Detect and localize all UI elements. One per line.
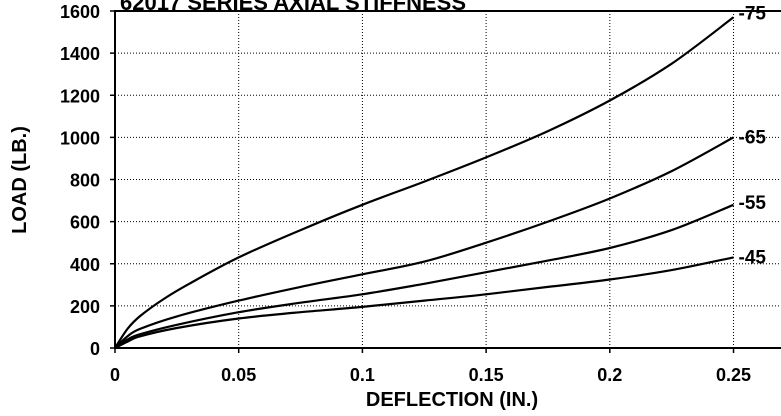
series-labels: -75 -65 -55 -45 bbox=[739, 3, 767, 268]
y-axis-title: LOAD (LB.) bbox=[9, 126, 31, 234]
x-tick-label: 0.15 bbox=[469, 365, 504, 385]
x-tick-label: 0.2 bbox=[597, 365, 622, 385]
y-tick-label: 1400 bbox=[60, 44, 100, 64]
y-axis: 0 200 400 600 800 1000 1200 1400 1600 bbox=[60, 2, 115, 359]
series-line bbox=[114, 203, 734, 349]
series-line bbox=[114, 16, 735, 349]
y-tick-label: 0 bbox=[90, 339, 100, 359]
series-label: -45 bbox=[739, 247, 767, 268]
y-tick-label: 1200 bbox=[60, 86, 100, 106]
x-axis-title: DEFLECTION (IN.) bbox=[366, 389, 538, 411]
series-label: -75 bbox=[739, 3, 767, 24]
x-axis: 0 0.05 0.1 0.15 0.2 0.25 bbox=[110, 348, 751, 385]
y-tick-label: 800 bbox=[70, 171, 100, 191]
y-tick-label: 1600 bbox=[60, 2, 100, 22]
y-tick-label: 400 bbox=[70, 255, 100, 275]
series-line bbox=[114, 136, 735, 349]
y-tick-label: 600 bbox=[70, 213, 100, 233]
series-layer bbox=[114, 16, 735, 349]
chart-title: 62017 SERIES AXIAL STIFFNESS bbox=[120, 0, 466, 15]
series-line bbox=[114, 256, 734, 349]
y-tick-label: 1000 bbox=[60, 128, 100, 148]
x-tick-label: 0.1 bbox=[350, 365, 375, 385]
series-label: -65 bbox=[739, 127, 767, 148]
x-tick-label: 0.25 bbox=[716, 365, 751, 385]
y-tick-label: 200 bbox=[70, 297, 100, 317]
series-label: -55 bbox=[739, 193, 767, 214]
x-tick-label: 0 bbox=[110, 365, 120, 385]
x-tick-label: 0.05 bbox=[221, 365, 256, 385]
